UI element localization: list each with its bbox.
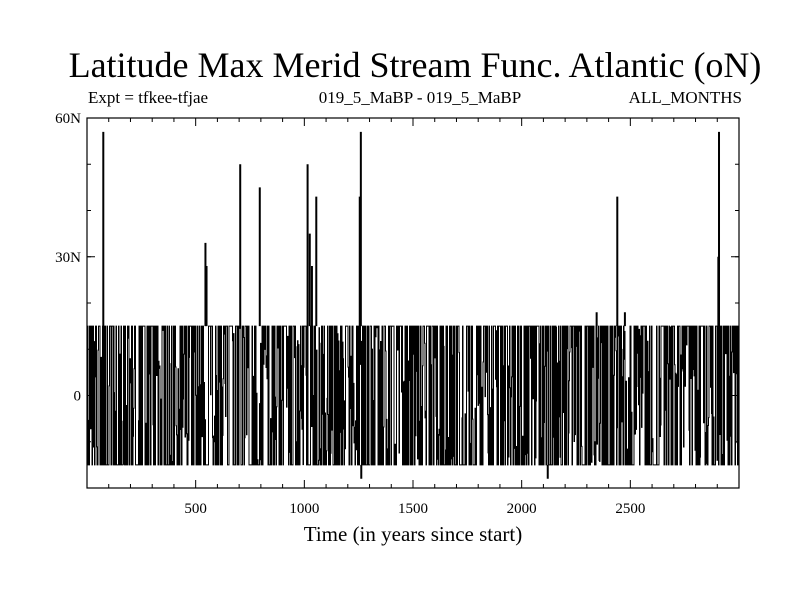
x-axis-label: Time (in years since start)	[303, 522, 523, 546]
y-tick-label: 30N	[55, 250, 81, 266]
x-tick-label: 1000	[289, 501, 319, 517]
period-label: 019_5_MaBP - 019_5_MaBP	[318, 88, 522, 107]
experiment-label: Expt = tfkee-tfjae	[88, 88, 209, 107]
x-tick-label: 1500	[398, 501, 428, 517]
y-tick-label: 60N	[55, 111, 81, 127]
series-signal	[87, 325, 740, 466]
x-tick-label: 2500	[615, 501, 645, 517]
y-tick-label: 0	[74, 389, 82, 405]
x-tick-label: 2000	[507, 501, 537, 517]
chart-title: Latitude Max Merid Stream Func. Atlantic…	[68, 45, 762, 85]
x-tick-label: 500	[184, 501, 207, 517]
axis-layer: 60N 30N 0 500 1000 1500 2000 2500	[55, 111, 739, 517]
months-label: ALL_MONTHS	[628, 88, 742, 107]
data-layer	[87, 131, 740, 479]
